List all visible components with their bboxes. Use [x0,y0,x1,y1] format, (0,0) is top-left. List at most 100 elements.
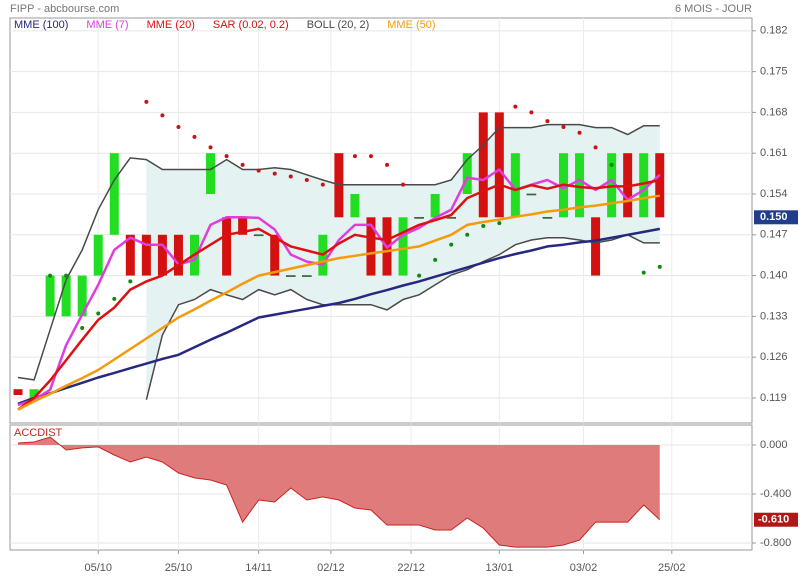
sar-dot [449,242,454,247]
candle [173,234,183,276]
candle [639,153,649,218]
legend-entry: MME (20) [147,19,195,31]
sar-dot [352,154,357,159]
axes: 0.119 0.126 0.133 0.140 0.147 0.154 0.161 0.168… [14,19,798,574]
sar-dot [224,154,229,159]
y-tick-label: 0.140 [760,269,788,281]
sar-dot [208,145,213,150]
y-tick-label: 0.147 [760,229,788,241]
legend-entry: MME (100) [14,19,68,31]
candle [109,153,119,235]
chart-subtitle: 6 MOIS - JOUR [675,3,752,15]
candle [510,153,520,218]
sar-dot [561,124,566,129]
candle [494,112,504,218]
candle [141,234,151,276]
last-value-label: -0.610 [758,514,789,526]
candle [13,389,23,396]
line [17,178,661,411]
candle [398,217,408,276]
sar-dot [609,162,614,167]
sar-dot [529,110,534,115]
line [17,227,661,405]
main-plot [10,18,752,423]
legend-entry: BOLL (20, 2) [307,19,370,31]
candle [77,275,87,317]
candle [591,217,601,276]
candle [655,153,665,218]
x-tick-label: 05/10 [84,562,112,574]
candle [350,193,360,218]
sar-dot [336,186,341,191]
line [17,194,660,411]
band-line [17,123,660,381]
last-price-box [754,210,798,225]
sar-dot [433,257,438,262]
y-tick-label: 0.175 [760,66,788,78]
sar-dot [577,130,582,135]
sar-dot [128,279,133,284]
legend-entry: MME (7) [86,19,128,31]
sar-dot [593,145,598,150]
y-tick-label: 0.119 [760,392,787,404]
candle [575,153,585,218]
candle [222,217,232,276]
sar-dot [545,119,550,124]
sar-dot [417,273,422,278]
sar-dot [625,180,630,185]
line [17,168,661,407]
sar-dot [465,232,470,237]
y-tick-label: -0.800 [760,537,791,549]
y-tick-label: 0.154 [760,188,788,200]
candle [301,275,312,277]
x-tick-label: 22/12 [397,562,425,574]
area [18,437,660,548]
sar-dot [368,154,373,159]
sar-dot [320,182,325,187]
legend-entry: SAR (0.02, 0.2) [213,19,289,31]
sar-dot [240,162,245,167]
sar-dot [64,273,69,278]
y-tick-label: 0.168 [760,106,788,118]
candle [61,275,71,317]
candle [446,216,456,219]
sar-dot [192,134,197,139]
x-tick-label: 14/11 [245,562,272,574]
sar-dot [304,178,309,182]
sar-dot [160,113,165,118]
candle [478,112,488,218]
sar-dot [288,174,293,179]
sar-dot [385,162,390,167]
sar-dot [513,104,518,109]
candle [253,234,264,237]
candle [285,275,296,277]
y-tick-label: 0.000 [760,439,788,451]
candle [29,389,39,398]
legend-entry: MME (50) [387,19,435,31]
candle [125,234,135,276]
lower-title: ACCDIST [14,427,63,439]
sar-dot [256,168,261,173]
candle [526,193,537,196]
x-tick-label: 13/01 [486,562,514,574]
candle [45,275,55,317]
candle [157,234,167,276]
sar-dot [481,224,486,229]
y-tick-label: -0.400 [760,488,791,500]
sar-dot [497,221,502,226]
y-tick-label: 0.126 [760,351,788,363]
y-tick-label: 0.182 [760,25,788,37]
last-price-label: 0.150 [760,211,788,223]
sar-dot [272,171,277,176]
candle [93,234,103,276]
sar-dot [96,311,101,316]
sar-dot [641,270,646,275]
candle [462,153,472,194]
x-tick-label: 25/02 [658,562,686,574]
sar-dot [176,124,181,129]
candle [270,234,280,276]
candle [542,216,553,219]
y-tick-label: 0.133 [760,310,788,322]
chart-title: FIPP - abcbourse.com [10,3,119,15]
